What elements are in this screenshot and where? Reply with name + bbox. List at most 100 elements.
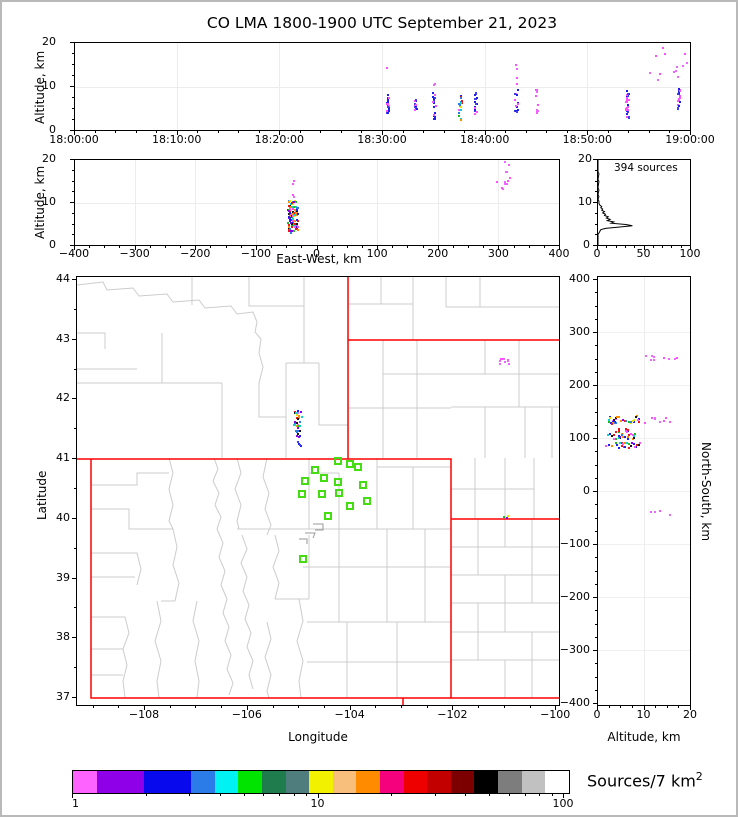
scatter-dot xyxy=(675,65,678,68)
axis-tick xyxy=(443,131,445,133)
ns-tick-label: −200 xyxy=(559,590,590,603)
scatter-dot xyxy=(681,64,684,67)
axis-tick xyxy=(72,191,74,193)
axis-tick xyxy=(595,477,597,479)
scatter-dot xyxy=(295,430,298,433)
axis-tick xyxy=(505,131,507,133)
scatter-dot xyxy=(677,97,680,100)
scatter-dot xyxy=(386,109,389,112)
scatter-dot xyxy=(624,429,627,432)
axis-tick xyxy=(169,706,171,708)
scatter-dot xyxy=(287,228,290,231)
scatter-dot xyxy=(632,437,635,440)
ns-tick-label: 100 xyxy=(569,431,590,444)
scatter-dot xyxy=(299,410,302,413)
scatter-dot xyxy=(296,422,299,425)
axis-tick xyxy=(587,131,589,135)
scatter-dot xyxy=(289,212,292,215)
scatter-dot xyxy=(514,99,517,102)
scatter-dot xyxy=(627,117,630,120)
axis-tick xyxy=(489,793,491,796)
scatter-dot xyxy=(292,203,295,206)
axis-tick xyxy=(595,212,597,214)
scatter-dot xyxy=(631,442,634,445)
scatter-dot xyxy=(292,200,295,203)
scatter-dot xyxy=(610,434,613,437)
axis-tick xyxy=(246,706,248,710)
scatter-dot xyxy=(499,358,502,361)
scatter-dot xyxy=(432,92,435,95)
scatter-dot xyxy=(385,111,388,114)
scatter-dot xyxy=(415,99,418,102)
scatter-dot xyxy=(632,443,635,446)
scatter-dot xyxy=(296,207,299,210)
hist-alt-tick-label: 0 xyxy=(583,238,590,251)
scatter-dot xyxy=(627,108,630,111)
axis-tick xyxy=(595,358,597,360)
scatter-dot xyxy=(434,112,437,115)
axis-tick xyxy=(669,131,671,133)
gridline xyxy=(279,43,281,130)
station-marker xyxy=(333,456,342,465)
scatter-dot xyxy=(460,119,463,122)
scatter-dot xyxy=(292,180,295,183)
scatter-dot xyxy=(432,105,435,108)
axis-tick xyxy=(593,159,597,160)
scatter-dot xyxy=(295,429,298,432)
scatter-dot xyxy=(287,215,290,218)
scatter-dot xyxy=(686,61,689,64)
scatter-dot xyxy=(516,110,519,113)
axis-tick xyxy=(422,246,424,248)
hist-alt-tick-label: 20 xyxy=(578,152,592,165)
scatter-dot xyxy=(615,421,618,424)
scatter-dot xyxy=(294,228,297,231)
scatter-dot xyxy=(661,47,664,50)
axis-tick xyxy=(70,202,74,203)
axis-tick xyxy=(279,793,281,796)
scatter-dot xyxy=(675,69,678,72)
scatter-dot xyxy=(475,102,478,105)
scatter-dot xyxy=(516,77,519,80)
axis-tick xyxy=(528,246,530,248)
axis-tick xyxy=(595,169,597,171)
scatter-dot xyxy=(502,358,505,361)
axis-tick xyxy=(593,650,597,651)
gridline xyxy=(75,87,690,88)
scatter-dot xyxy=(676,104,679,107)
scatter-dot xyxy=(644,422,647,425)
axis-tick xyxy=(631,706,633,708)
station-marker xyxy=(358,481,367,490)
alt-tick-label: 10 xyxy=(42,79,56,92)
scatter-dot xyxy=(514,109,517,112)
axis-tick xyxy=(595,557,597,559)
scatter-dot xyxy=(634,446,637,449)
scatter-dot xyxy=(501,187,504,190)
scatter-dot xyxy=(299,444,302,447)
axis-tick xyxy=(634,246,636,248)
axis-tick xyxy=(593,491,597,492)
colorbar-segment xyxy=(214,771,239,793)
axis-tick xyxy=(299,131,301,133)
scatter-dot xyxy=(298,417,301,420)
station-marker xyxy=(317,490,326,499)
axis-tick xyxy=(301,246,303,248)
ew-height-xlabel: East-West, km xyxy=(276,252,362,266)
scatter-dot xyxy=(432,100,434,103)
axis-tick xyxy=(595,345,597,347)
scatter-dot xyxy=(291,193,294,196)
axis-tick xyxy=(392,246,394,248)
axis-tick xyxy=(391,793,393,796)
axis-tick xyxy=(189,793,191,796)
scatter-dot xyxy=(298,424,301,427)
axis-tick xyxy=(238,131,240,133)
scatter-dot xyxy=(459,94,462,97)
colorbar-segment xyxy=(238,771,262,793)
axis-tick xyxy=(72,234,74,236)
scatter-dot xyxy=(653,359,656,362)
axis-tick xyxy=(593,544,597,545)
scatter-dot xyxy=(625,98,628,101)
axis-tick xyxy=(426,706,428,708)
axis-tick xyxy=(593,245,597,246)
scatter-dot xyxy=(432,96,435,99)
scatter-dot xyxy=(637,443,640,446)
